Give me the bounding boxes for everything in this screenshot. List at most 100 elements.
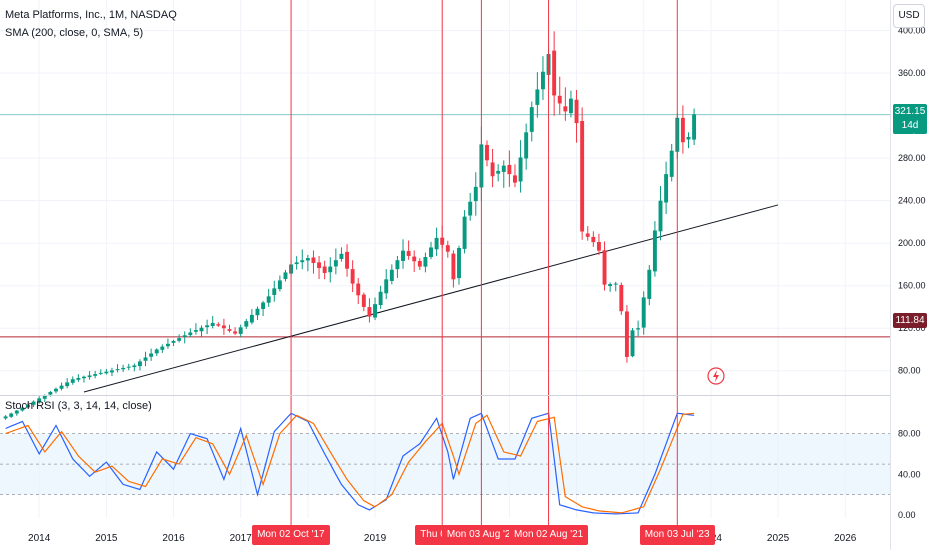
candle xyxy=(14,409,19,416)
price-axis[interactable]: 400.00360.00320.00280.00240.00200.00160.… xyxy=(898,26,926,520)
candle xyxy=(98,369,103,376)
candle xyxy=(132,363,137,372)
candle xyxy=(485,140,489,167)
horizontal-level-line[interactable] xyxy=(0,114,890,338)
candle xyxy=(244,318,249,329)
candle xyxy=(59,382,64,391)
candle xyxy=(585,226,590,241)
candle xyxy=(658,186,663,241)
candle xyxy=(277,275,282,292)
candle xyxy=(20,406,25,412)
time-tick-label: 2015 xyxy=(95,533,118,544)
candle xyxy=(333,248,338,275)
candle xyxy=(249,309,254,325)
candle xyxy=(328,257,333,283)
trendline[interactable] xyxy=(83,204,779,393)
stoch-rsi-legend[interactable]: Stoch RSI (3, 3, 14, 14, close) xyxy=(5,400,152,412)
candle xyxy=(378,285,383,309)
indicator-legend[interactable]: SMA (200, close, 0, SMA, 5) xyxy=(5,27,144,39)
candle xyxy=(199,325,204,337)
vertical-marker-label[interactable]: Mon 03 Jul '23 xyxy=(639,525,715,545)
candle xyxy=(395,255,400,278)
candle xyxy=(356,278,361,304)
price-tick-label: 80.00 xyxy=(898,366,921,376)
candle xyxy=(31,400,36,407)
candle xyxy=(462,210,467,254)
trendline-segment[interactable] xyxy=(83,204,779,393)
candle xyxy=(451,250,456,288)
candle xyxy=(261,300,266,317)
price-tick-label: 160.00 xyxy=(898,281,926,291)
candle xyxy=(149,348,154,361)
vertical-marker-label[interactable]: Mon 03 Aug '20 xyxy=(441,525,522,545)
candle xyxy=(602,241,607,291)
stoch-tick-label: 40.00 xyxy=(898,469,921,479)
candle xyxy=(227,324,232,333)
candle xyxy=(624,305,629,363)
candle xyxy=(630,328,635,358)
candle xyxy=(37,396,42,404)
candle xyxy=(540,56,545,100)
candle xyxy=(26,402,30,409)
candle xyxy=(210,316,215,329)
candle xyxy=(596,233,601,255)
candle xyxy=(636,320,641,337)
candle xyxy=(434,227,439,257)
stoch-series-K xyxy=(5,412,695,515)
time-tick-label: 2017 xyxy=(230,533,253,544)
candle xyxy=(70,376,75,385)
stoch-lines xyxy=(5,412,695,515)
candle xyxy=(3,415,8,420)
candle xyxy=(137,359,142,371)
candle xyxy=(429,241,433,260)
candle xyxy=(182,331,187,344)
time-tick-label: 2014 xyxy=(28,533,51,544)
candle xyxy=(535,72,540,118)
candle xyxy=(445,240,450,258)
lightning-icon[interactable] xyxy=(707,367,725,385)
candle xyxy=(389,264,394,285)
candle xyxy=(305,254,310,272)
candle xyxy=(160,344,165,353)
current-price-value: 321.15 xyxy=(894,106,926,117)
candle xyxy=(613,281,618,292)
candle xyxy=(154,348,159,357)
candle xyxy=(104,368,109,375)
candle xyxy=(401,239,405,269)
candle xyxy=(513,164,517,188)
candle xyxy=(417,258,422,271)
candle xyxy=(664,161,669,214)
candle xyxy=(692,108,697,146)
candles xyxy=(3,31,697,420)
candle xyxy=(115,364,120,373)
price-tick-label: 200.00 xyxy=(898,238,926,248)
candle xyxy=(557,76,562,115)
candle xyxy=(367,298,372,323)
candle xyxy=(568,90,573,118)
candle xyxy=(317,255,322,279)
vertical-marker-label[interactable]: Mon 02 Aug '21 xyxy=(509,525,589,545)
candle xyxy=(177,334,182,343)
candle xyxy=(580,107,585,240)
candle xyxy=(272,280,277,302)
candle xyxy=(518,140,523,193)
candle xyxy=(93,370,98,379)
stoch-series-D xyxy=(5,412,695,514)
candle xyxy=(82,375,86,383)
candle xyxy=(109,367,114,377)
candle xyxy=(311,250,316,274)
candle xyxy=(457,245,461,285)
candle xyxy=(563,87,568,121)
candle xyxy=(686,132,691,149)
candle-countdown: 14d 20h xyxy=(901,120,919,144)
candle xyxy=(165,338,170,349)
time-tick-label: 2016 xyxy=(162,533,185,544)
candle xyxy=(384,269,389,300)
candle xyxy=(591,231,596,247)
currency-button[interactable]: USD xyxy=(893,4,925,28)
candle xyxy=(680,105,685,154)
vertical-markers[interactable] xyxy=(290,0,678,526)
candle xyxy=(373,297,377,321)
vertical-marker-label[interactable]: Mon 02 Oct '17 xyxy=(252,525,330,545)
